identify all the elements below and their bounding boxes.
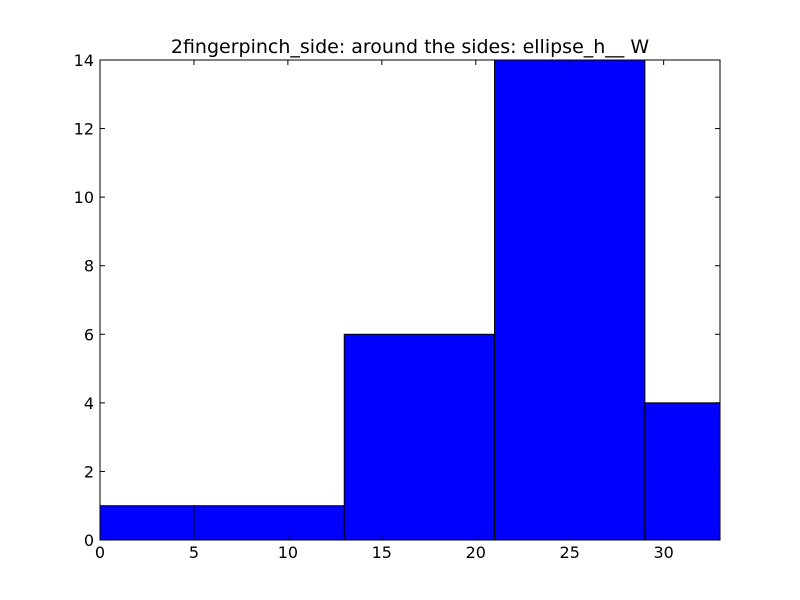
x-tick-label-0: 0 — [95, 543, 105, 562]
histogram-bar-4 — [644, 402, 721, 541]
y-tick-label-3: 6 — [84, 325, 94, 344]
x-tick-label-5: 25 — [560, 543, 580, 562]
histogram-bar-1 — [193, 505, 345, 541]
chart-title: 2fingerpinch_side: around the sides: ell… — [171, 36, 649, 58]
x-tick-label-2: 10 — [278, 543, 298, 562]
x-tick-label-3: 15 — [372, 543, 392, 562]
x-tick-label-6: 30 — [653, 543, 673, 562]
y-tick-label-6: 12 — [74, 120, 94, 139]
histogram-bar-2 — [343, 333, 496, 541]
histogram-bar-0 — [99, 505, 195, 541]
bar-group — [99, 59, 721, 541]
y-tick-label-4: 8 — [84, 257, 94, 276]
y-tick-label-1: 2 — [84, 462, 94, 481]
x-tick-label-1: 5 — [189, 543, 199, 562]
histogram-bar-3 — [494, 59, 646, 541]
tick-group: 0 5 10 15 20 25 30 0 2 4 6 8 10 12 14 — [74, 51, 720, 562]
y-tick-label-7: 14 — [74, 51, 94, 70]
x-tick-label-4: 20 — [466, 543, 486, 562]
y-tick-label-0: 0 — [84, 531, 94, 550]
y-tick-label-5: 10 — [74, 188, 94, 207]
y-tick-label-2: 4 — [84, 394, 94, 413]
plot-area-frame — [99, 59, 721, 541]
